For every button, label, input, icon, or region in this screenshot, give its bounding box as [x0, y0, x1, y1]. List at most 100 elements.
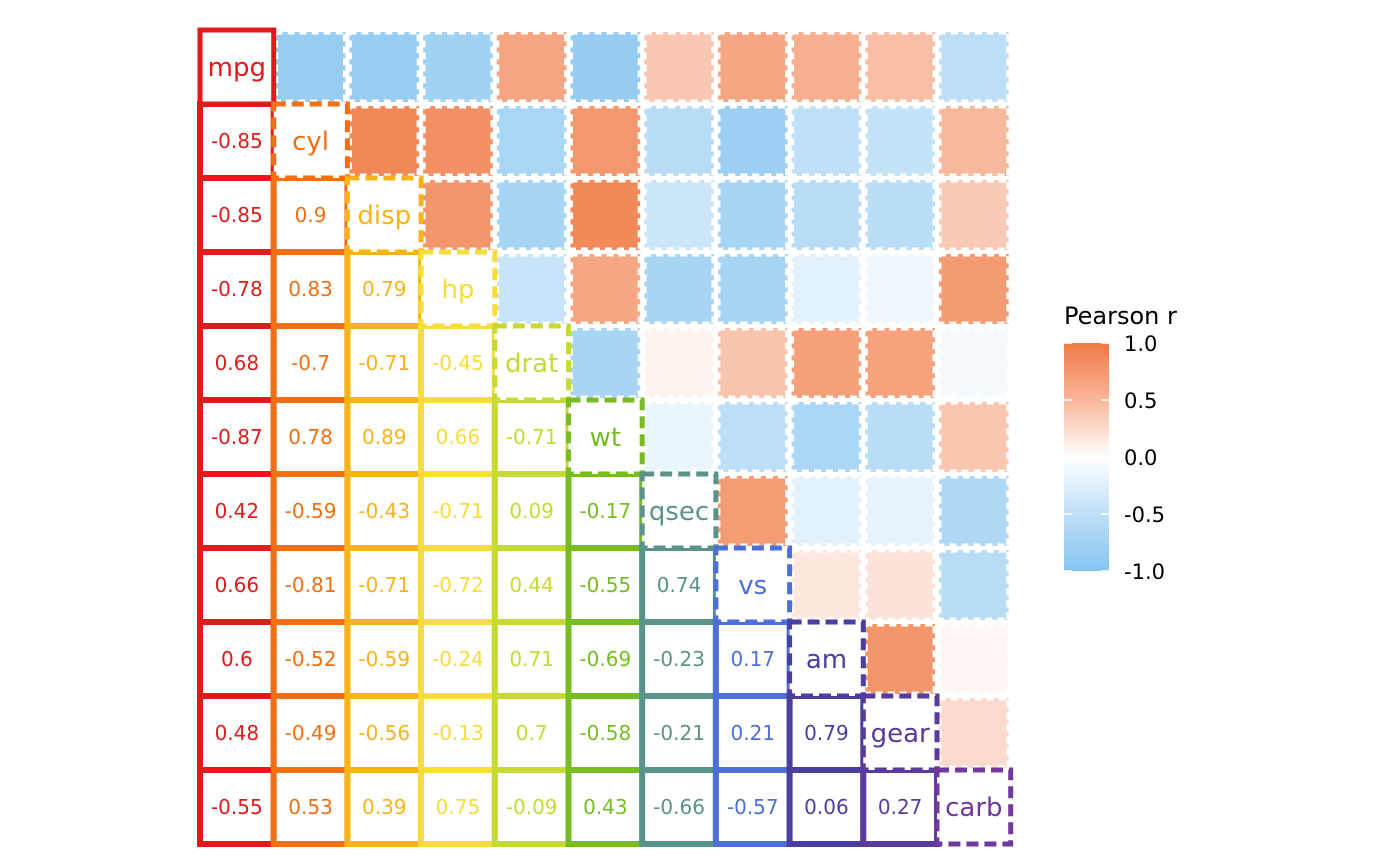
- value-label-qsec-mpg: 0.42: [215, 499, 260, 523]
- value-label-am-vs: 0.17: [730, 647, 775, 671]
- value-label-vs-hp: -0.72: [432, 573, 484, 597]
- heatmap-tile-cyl-hp: [420, 103, 496, 179]
- heatmap-tile-mpg-am: [789, 29, 864, 105]
- legend-tick-label: -0.5: [1124, 503, 1165, 527]
- value-label-carb-hp: 0.75: [436, 795, 481, 819]
- heatmap-tile-wt-gear: [862, 399, 938, 475]
- heatmap-tile-qsec-am: [789, 473, 864, 549]
- value-label-carb-drat: -0.09: [506, 795, 558, 819]
- heatmap-tile-wt-qsec: [641, 399, 717, 475]
- variable-label-carb: carb: [945, 793, 1002, 823]
- heatmap-tile-disp-vs: [715, 177, 791, 253]
- value-label-carb-wt: 0.43: [583, 795, 628, 819]
- diagonal-cell-cyl: [271, 101, 350, 181]
- heatmap-tile-mpg-disp: [346, 29, 422, 105]
- value-label-qsec-wt: -0.17: [579, 499, 631, 523]
- value-label-qsec-disp: -0.43: [358, 499, 410, 523]
- value-cell-wt-cyl: [270, 397, 351, 477]
- heatmap-tile-mpg-wt: [568, 29, 643, 105]
- heatmap-tile-wt-vs: [715, 399, 791, 475]
- value-label-disp-cyl: 0.9: [295, 203, 327, 227]
- diagonal-cell-carb: [934, 767, 1014, 847]
- heatmap-tile-disp-gear: [862, 177, 938, 253]
- value-cell-wt-mpg: [197, 397, 277, 477]
- value-label-cyl-mpg: -0.85: [211, 129, 263, 153]
- heatmap-tile-vs-gear: [862, 547, 938, 623]
- heatmap-tile-vs-carb: [936, 547, 1012, 623]
- heatmap-tile-drat-wt: [568, 325, 643, 401]
- heatmap-tile-wt-am: [789, 399, 864, 475]
- heatmap-tile-am-carb: [936, 621, 1012, 697]
- heatmap-tile-disp-wt: [568, 177, 643, 253]
- value-cell-wt-hp: [418, 397, 498, 477]
- value-cell-carb-am: [786, 767, 867, 847]
- heatmap-tile-vs-am: [789, 547, 864, 623]
- legend-title: Pearson r: [1064, 302, 1177, 330]
- variable-label-am: am: [806, 645, 847, 675]
- heatmap-tile-cyl-wt: [568, 103, 643, 179]
- value-cell-qsec-disp: [344, 471, 425, 551]
- value-label-vs-cyl: -0.81: [285, 573, 337, 597]
- variable-label-qsec: qsec: [649, 497, 709, 527]
- value-label-gear-qsec: -0.21: [653, 721, 705, 745]
- heatmap-tiles: [273, 29, 1012, 771]
- value-label-hp-disp: 0.79: [362, 277, 407, 301]
- variable-label-cyl: cyl: [292, 127, 329, 157]
- heatmap-tile-disp-carb: [936, 177, 1012, 253]
- heatmap-tile-qsec-gear: [862, 473, 938, 549]
- heatmap-tile-wt-carb: [936, 399, 1012, 475]
- heatmap-tile-cyl-am: [789, 103, 864, 179]
- heatmap-tile-hp-drat: [494, 251, 569, 327]
- heatmap-tile-hp-vs: [715, 251, 791, 327]
- value-cell-am-wt: [565, 619, 646, 699]
- heatmap-tile-hp-gear: [862, 251, 938, 327]
- value-label-wt-cyl: 0.78: [288, 425, 333, 449]
- value-label-wt-mpg: -0.87: [211, 425, 263, 449]
- heatmap-tile-mpg-carb: [936, 29, 1012, 105]
- diagonal-cell-hp: [418, 249, 498, 329]
- value-label-vs-drat: 0.44: [509, 573, 554, 597]
- value-label-am-wt: -0.69: [579, 647, 631, 671]
- heatmap-tile-drat-carb: [936, 325, 1012, 401]
- legend-tick-label: 0.0: [1124, 446, 1157, 470]
- value-label-drat-hp: -0.45: [432, 351, 484, 375]
- value-label-qsec-cyl: -0.59: [285, 499, 337, 523]
- heatmap-tile-disp-hp: [420, 177, 496, 253]
- diagonal-cell-drat: [492, 323, 571, 403]
- diagonal-cell-qsec: [639, 471, 719, 551]
- value-label-carb-disp: 0.39: [362, 795, 407, 819]
- variable-label-mpg: mpg: [208, 53, 266, 83]
- heatmap-tile-drat-am: [789, 325, 864, 401]
- heatmap-tile-mpg-hp: [420, 29, 496, 105]
- value-label-am-cyl: -0.52: [285, 647, 337, 671]
- value-label-am-disp: -0.59: [358, 647, 410, 671]
- value-label-hp-cyl: 0.83: [288, 277, 333, 301]
- diagonal-cell-gear: [860, 693, 940, 773]
- value-label-carb-vs: -0.57: [727, 795, 779, 819]
- value-label-am-qsec: -0.23: [653, 647, 705, 671]
- heatmap-tile-mpg-gear: [862, 29, 938, 105]
- value-label-gear-am: 0.79: [804, 721, 849, 745]
- diagonal-cell-vs: [713, 545, 793, 625]
- value-cell-qsec-hp: [418, 471, 498, 551]
- variable-label-vs: vs: [738, 571, 767, 601]
- heatmap-tile-gear-carb: [936, 695, 1012, 771]
- heatmap-tile-mpg-cyl: [273, 29, 348, 105]
- value-label-am-mpg: 0.6: [221, 647, 253, 671]
- value-cell-carb-disp: [344, 767, 425, 847]
- value-label-hp-mpg: -0.78: [211, 277, 263, 301]
- heatmap-tile-hp-wt: [568, 251, 643, 327]
- value-cell-am-drat: [491, 619, 572, 699]
- heatmap-tile-am-gear: [862, 621, 938, 697]
- heatmap-tile-cyl-drat: [494, 103, 569, 179]
- value-label-carb-cyl: 0.53: [288, 795, 333, 819]
- heatmap-tile-drat-gear: [862, 325, 938, 401]
- value-cell-qsec-cyl: [270, 471, 351, 551]
- diagonal-cell-am: [787, 619, 866, 699]
- value-label-wt-disp: 0.89: [362, 425, 407, 449]
- value-label-am-drat: 0.71: [509, 647, 554, 671]
- value-label-gear-disp: -0.56: [358, 721, 410, 745]
- value-label-vs-mpg: 0.66: [215, 573, 260, 597]
- value-cell-drat-mpg: [197, 323, 277, 403]
- value-label-wt-drat: -0.71: [506, 425, 558, 449]
